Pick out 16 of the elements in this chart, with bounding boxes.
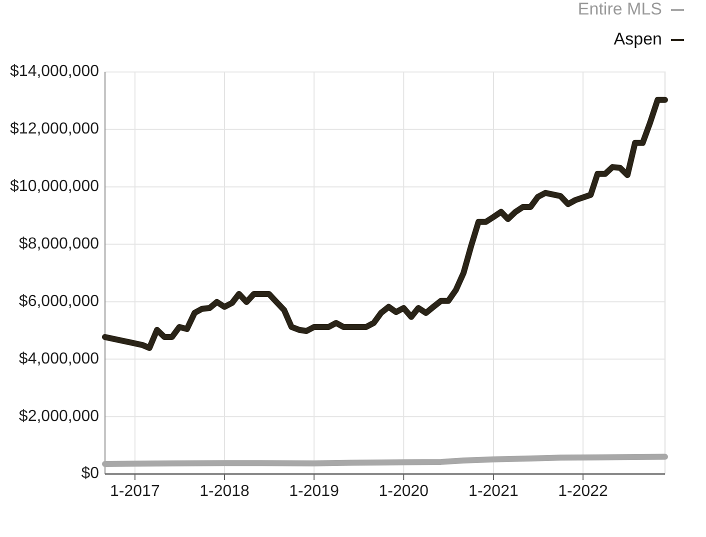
- y-tick-label: $14,000,000: [10, 63, 100, 80]
- x-tick-label: 1-2017: [110, 483, 160, 500]
- x-tick-label: 1-2022: [558, 483, 608, 500]
- y-tick-label: $4,000,000: [18, 350, 100, 368]
- y-tick-label: $0: [81, 465, 100, 482]
- x-tick-label: 1-2018: [200, 483, 250, 500]
- legend-label: Aspen: [614, 29, 662, 48]
- y-tick-label: $12,000,000: [10, 120, 100, 138]
- x-tick-label: 1-2020: [378, 483, 429, 500]
- legend-label: Entire MLS: [578, 0, 662, 18]
- x-tick-label: 1-2019: [289, 483, 340, 500]
- y-tick-label: $8,000,000: [18, 236, 100, 253]
- y-tick-label: $2,000,000: [18, 408, 100, 425]
- x-tick-label: 1-2021: [468, 483, 518, 500]
- y-tick-label: $6,000,000: [18, 292, 100, 310]
- y-tick-label: $10,000,000: [10, 178, 100, 196]
